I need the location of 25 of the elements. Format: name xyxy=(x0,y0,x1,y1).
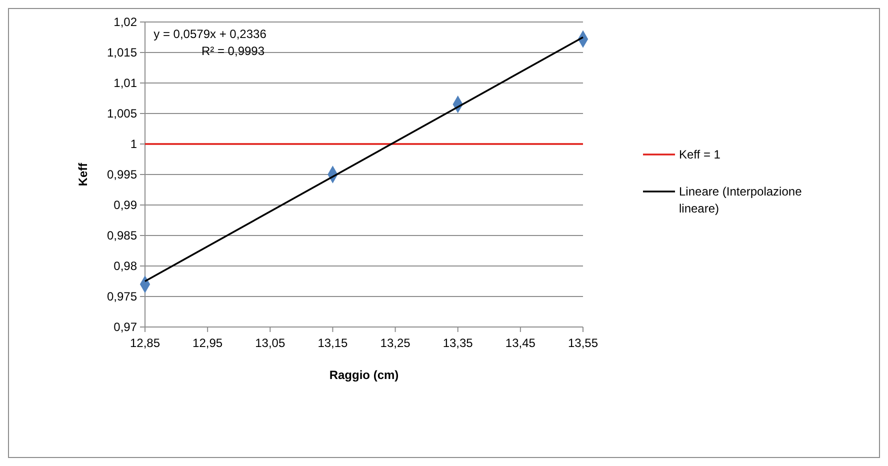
y-tick-label: 0,98 xyxy=(114,259,138,274)
x-axis-title: Raggio (cm) xyxy=(329,368,399,382)
y-tick-label: 1,015 xyxy=(106,46,138,60)
y-tick-label: 1,02 xyxy=(114,15,138,30)
x-tick-label: 13,05 xyxy=(255,336,286,350)
y-tick-label: 0,97 xyxy=(114,320,138,334)
y-axis-title: Keff xyxy=(76,162,90,186)
x-tick-label: 13,55 xyxy=(568,336,598,350)
legend-label: Keff = 1 xyxy=(679,148,721,162)
y-tick-label: 0,995 xyxy=(106,168,138,182)
y-tick-label: 0,985 xyxy=(106,228,138,243)
y-tick-label: 1,005 xyxy=(106,106,138,121)
y-tick-label: 1,01 xyxy=(114,76,138,90)
annotation: y = 0,0579x + 0,2336 xyxy=(154,27,267,41)
x-tick-label: 13,25 xyxy=(380,336,411,350)
legend-label: Lineare (Interpolazione lineare) xyxy=(679,184,802,216)
x-tick-label: 13,35 xyxy=(442,336,474,350)
y-tick-label: 0,975 xyxy=(106,290,138,304)
y-tick-label: 0,99 xyxy=(114,198,138,212)
x-tick-label: 12,95 xyxy=(192,336,223,350)
y-tick-label: 1 xyxy=(130,137,138,152)
x-tick-label: 13,15 xyxy=(318,336,348,350)
x-tick-label: 13,45 xyxy=(505,336,536,350)
annotation: R² = 0,9993 xyxy=(201,44,265,58)
x-tick-label: 12,85 xyxy=(130,336,160,350)
